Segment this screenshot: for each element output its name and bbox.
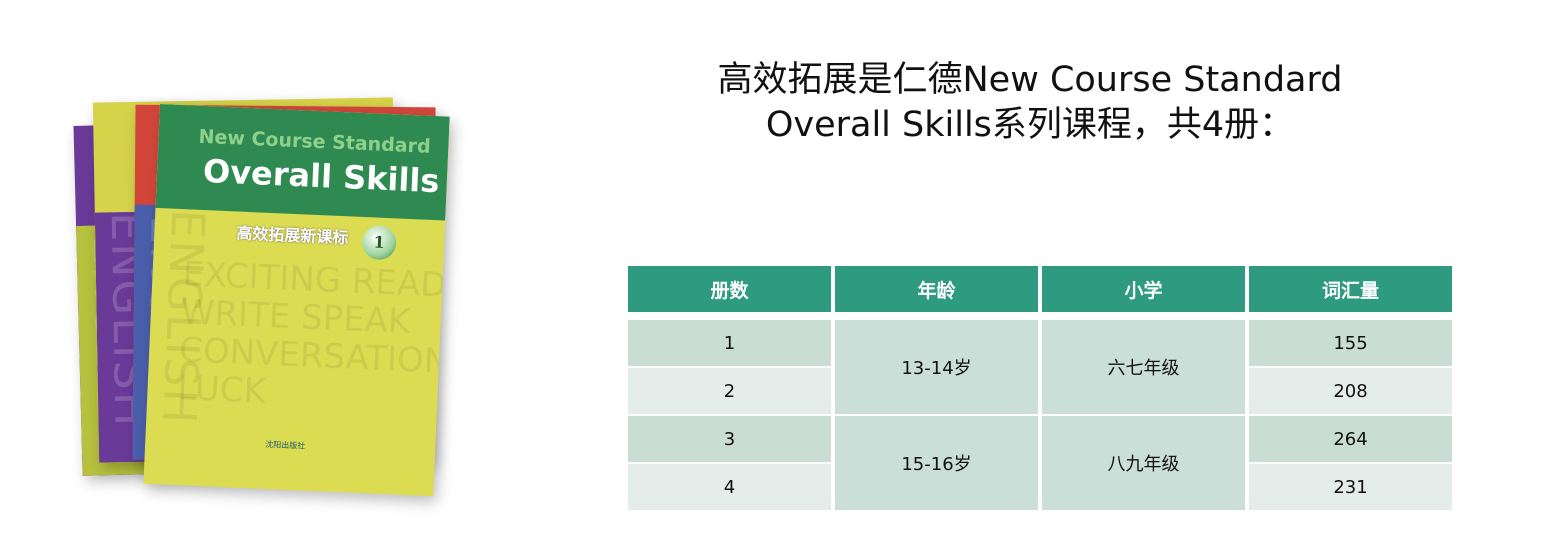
- cover-chinese-title: 高效拓展新课标: [236, 223, 349, 248]
- cell-volume: 1: [628, 318, 831, 366]
- table-header-row: 册数 年龄 小学 词汇量: [628, 266, 1452, 312]
- header-vocab: 词汇量: [1249, 266, 1452, 312]
- publisher-label: 沈阳出版社: [265, 439, 306, 451]
- volume-badge: 1: [361, 224, 397, 261]
- cell-volume: 2: [628, 366, 831, 414]
- cover-background-words: EXCITING READ WRITE SPEAK CONVERSATION L…: [176, 254, 450, 412]
- book-cover-front: EXCITING READ WRITE SPEAK CONVERSATION L…: [143, 104, 450, 497]
- table-row: 2 208: [628, 366, 1452, 414]
- cell-age: 15-16岁: [835, 414, 1038, 510]
- spine-word: ENGLISH: [152, 208, 216, 427]
- table-row: 4 231: [628, 462, 1452, 510]
- cell-vocab: 208: [1249, 366, 1452, 414]
- cell-grade: 八九年级: [1042, 414, 1245, 510]
- cell-vocab: 155: [1249, 318, 1452, 366]
- cell-vocab: 264: [1249, 414, 1452, 462]
- heading-line-2: Overall Skills系列课程，共4册：: [765, 105, 1295, 145]
- heading-line-1: 高效拓展是仁德New Course Standard: [717, 60, 1343, 100]
- cell-grade: 六七年级: [1042, 318, 1245, 414]
- table-row: 1 13-14岁 六七年级 155: [628, 318, 1452, 414]
- header-age: 年龄: [835, 266, 1038, 312]
- cell-volume: 3: [628, 414, 831, 462]
- table-row: 3 15-16岁 八九年级 264: [628, 414, 1452, 510]
- header-volume: 册数: [628, 266, 831, 312]
- course-table: 册数 年龄 小学 词汇量 1 13-14岁 六七年级 155 2 208 3 1…: [624, 266, 1456, 510]
- cell-age: 13-14岁: [835, 318, 1038, 414]
- cell-vocab: 231: [1249, 462, 1452, 510]
- header-grade: 小学: [1042, 266, 1245, 312]
- book-stack-image: ENGLISH ENGLISH ENGLISH EXCITING READ WR…: [0, 0, 560, 554]
- page-heading: 高效拓展是仁德New Course Standard Overall Skill…: [600, 58, 1460, 148]
- cell-volume: 4: [628, 462, 831, 510]
